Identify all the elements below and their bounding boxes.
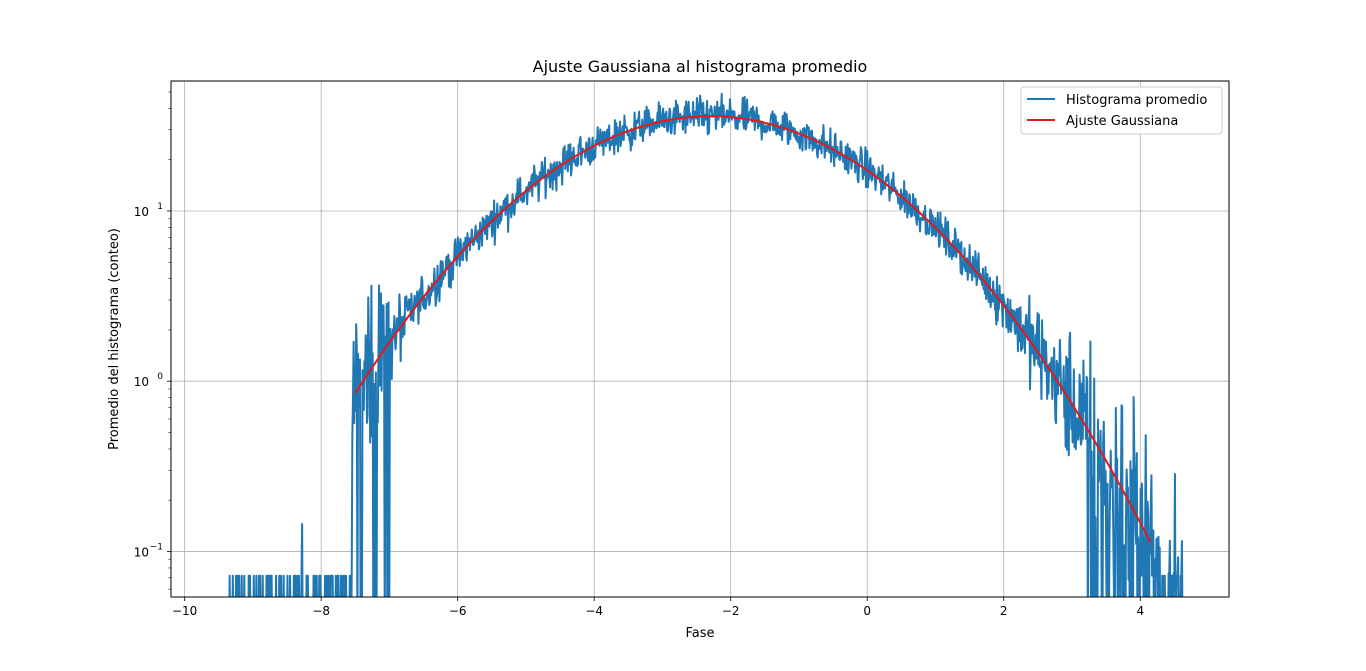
series-histograma-promedio-line bbox=[228, 92, 1184, 597]
y-tick-label: 10 bbox=[134, 545, 149, 559]
series-ajuste-gaussiana-line bbox=[354, 115, 1152, 543]
legend-label-histograma: Histograma promedio bbox=[1066, 93, 1207, 108]
legend: Histograma promedio Ajuste Gaussiana bbox=[1020, 86, 1223, 135]
y-tick-label-exponent: −1 bbox=[150, 542, 163, 552]
y-tick-label: 10 bbox=[134, 375, 149, 389]
x-axis: −10 −8 −6 −4 −2 0 2 4 bbox=[172, 597, 1144, 618]
x-tick-label: 0 bbox=[863, 604, 871, 618]
x-axis-label: Fase bbox=[685, 626, 714, 641]
x-tick-label: −2 bbox=[722, 604, 740, 618]
y-tick-label-exponent: 1 bbox=[157, 202, 163, 212]
y-axis-label: Promedio del histograma (conteo) bbox=[107, 228, 122, 450]
x-tick-label: 2 bbox=[1000, 604, 1008, 618]
chart-title: Ajuste Gaussiana al histograma promedio bbox=[533, 57, 868, 76]
legend-box bbox=[1020, 86, 1223, 135]
x-tick-label: 4 bbox=[1136, 604, 1144, 618]
y-tick-label: 10 bbox=[134, 205, 149, 219]
series-layer bbox=[228, 92, 1184, 597]
x-tick-label: −4 bbox=[585, 604, 603, 618]
plot-area-frame bbox=[170, 80, 1230, 598]
x-tick-label: −10 bbox=[172, 604, 197, 618]
legend-label-ajuste: Ajuste Gaussiana bbox=[1066, 114, 1178, 129]
x-tick-label: −8 bbox=[312, 604, 330, 618]
x-tick-label: −6 bbox=[449, 604, 467, 618]
y-tick-label-exponent: 0 bbox=[157, 372, 163, 382]
